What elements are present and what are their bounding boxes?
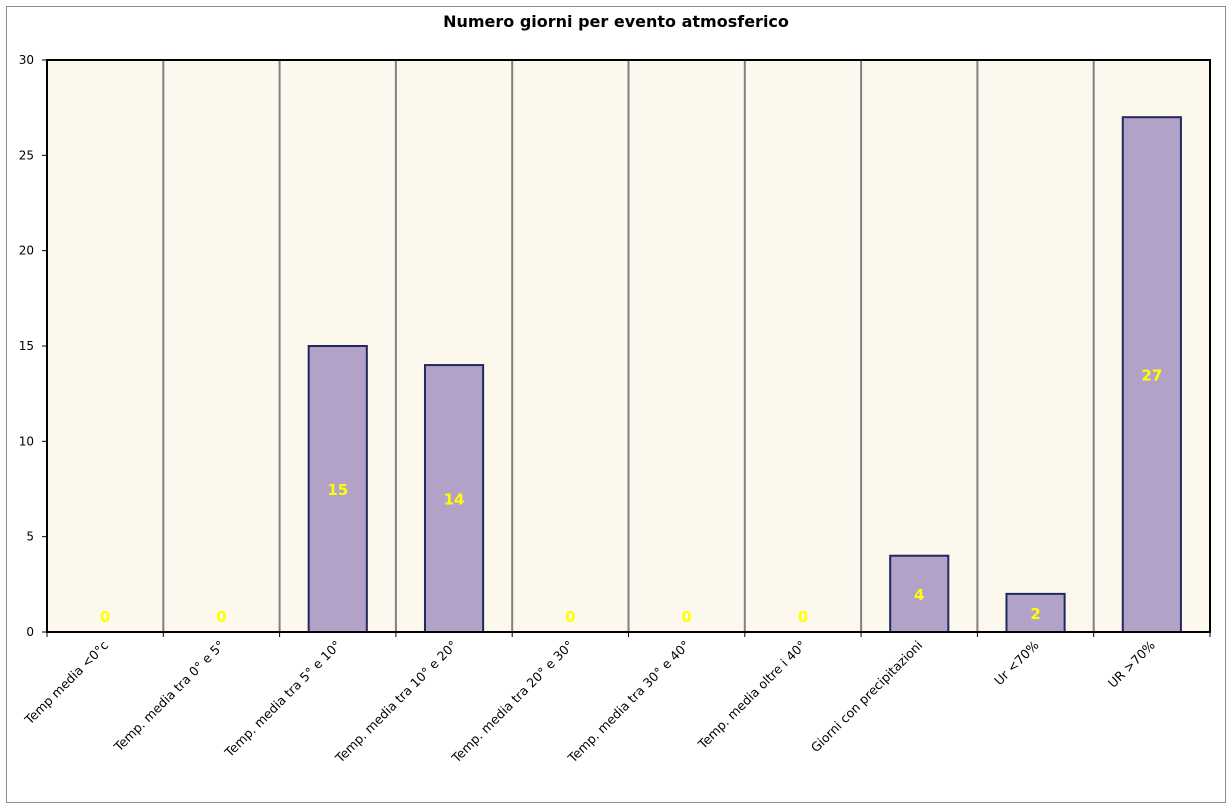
x-tick-label: Temp. media tra 10° e 20° xyxy=(332,638,461,767)
gridlines xyxy=(162,60,1095,632)
bar xyxy=(889,554,950,634)
x-tick-label: Ur <70% xyxy=(991,637,1042,688)
x-tick-label: Temp. media oltre i 40° xyxy=(694,638,809,753)
x-tick-label: Temp. media tra 30° e 40° xyxy=(564,638,693,767)
x-axis: Temp media <0°c Temp. media tra 0° e 5°Te… xyxy=(21,632,1211,767)
plot-border xyxy=(46,59,1211,633)
y-tick-label: 10 xyxy=(19,434,34,448)
bar xyxy=(307,345,368,633)
bar xyxy=(1121,116,1182,633)
y-tick-label: 20 xyxy=(19,244,34,258)
y-tick-label: 25 xyxy=(19,148,34,162)
data-label: 0 xyxy=(798,608,808,626)
x-tick-label: Temp. media tra 0° e 5° xyxy=(110,638,227,755)
x-tick-label: Giorni con precipitazioni xyxy=(808,638,926,756)
data-label: 27 xyxy=(1141,367,1162,385)
data-label: 0 xyxy=(216,608,226,626)
y-tick-label: 5 xyxy=(26,530,34,544)
data-label: 4 xyxy=(914,586,924,604)
x-tick-label: UR >70% xyxy=(1105,637,1158,690)
data-label: 2 xyxy=(1030,605,1040,623)
y-tick-label: 30 xyxy=(19,53,34,67)
data-label: 0 xyxy=(100,608,110,626)
data-labels: 0 0 15 14 0 0 0 4 2 27 xyxy=(100,367,1162,626)
chart-title: Numero giorni per evento atmosferico xyxy=(443,12,789,31)
x-tick-label: Temp. media tra 20° e 30° xyxy=(448,638,577,767)
bar xyxy=(1005,592,1066,633)
x-tick-label: Temp. media tra 5° e 10° xyxy=(221,638,344,761)
x-tick-label: Temp media <0°c xyxy=(21,637,111,727)
bars xyxy=(307,116,1182,634)
y-tick-label: 0 xyxy=(26,625,34,639)
data-label: 15 xyxy=(327,481,348,499)
y-tick-label: 15 xyxy=(19,339,34,353)
data-label: 0 xyxy=(565,608,575,626)
y-axis: 0 5 10 15 20 25 30 xyxy=(19,53,47,639)
data-label: 14 xyxy=(444,491,465,509)
data-label: 0 xyxy=(681,608,691,626)
bar xyxy=(423,364,485,633)
